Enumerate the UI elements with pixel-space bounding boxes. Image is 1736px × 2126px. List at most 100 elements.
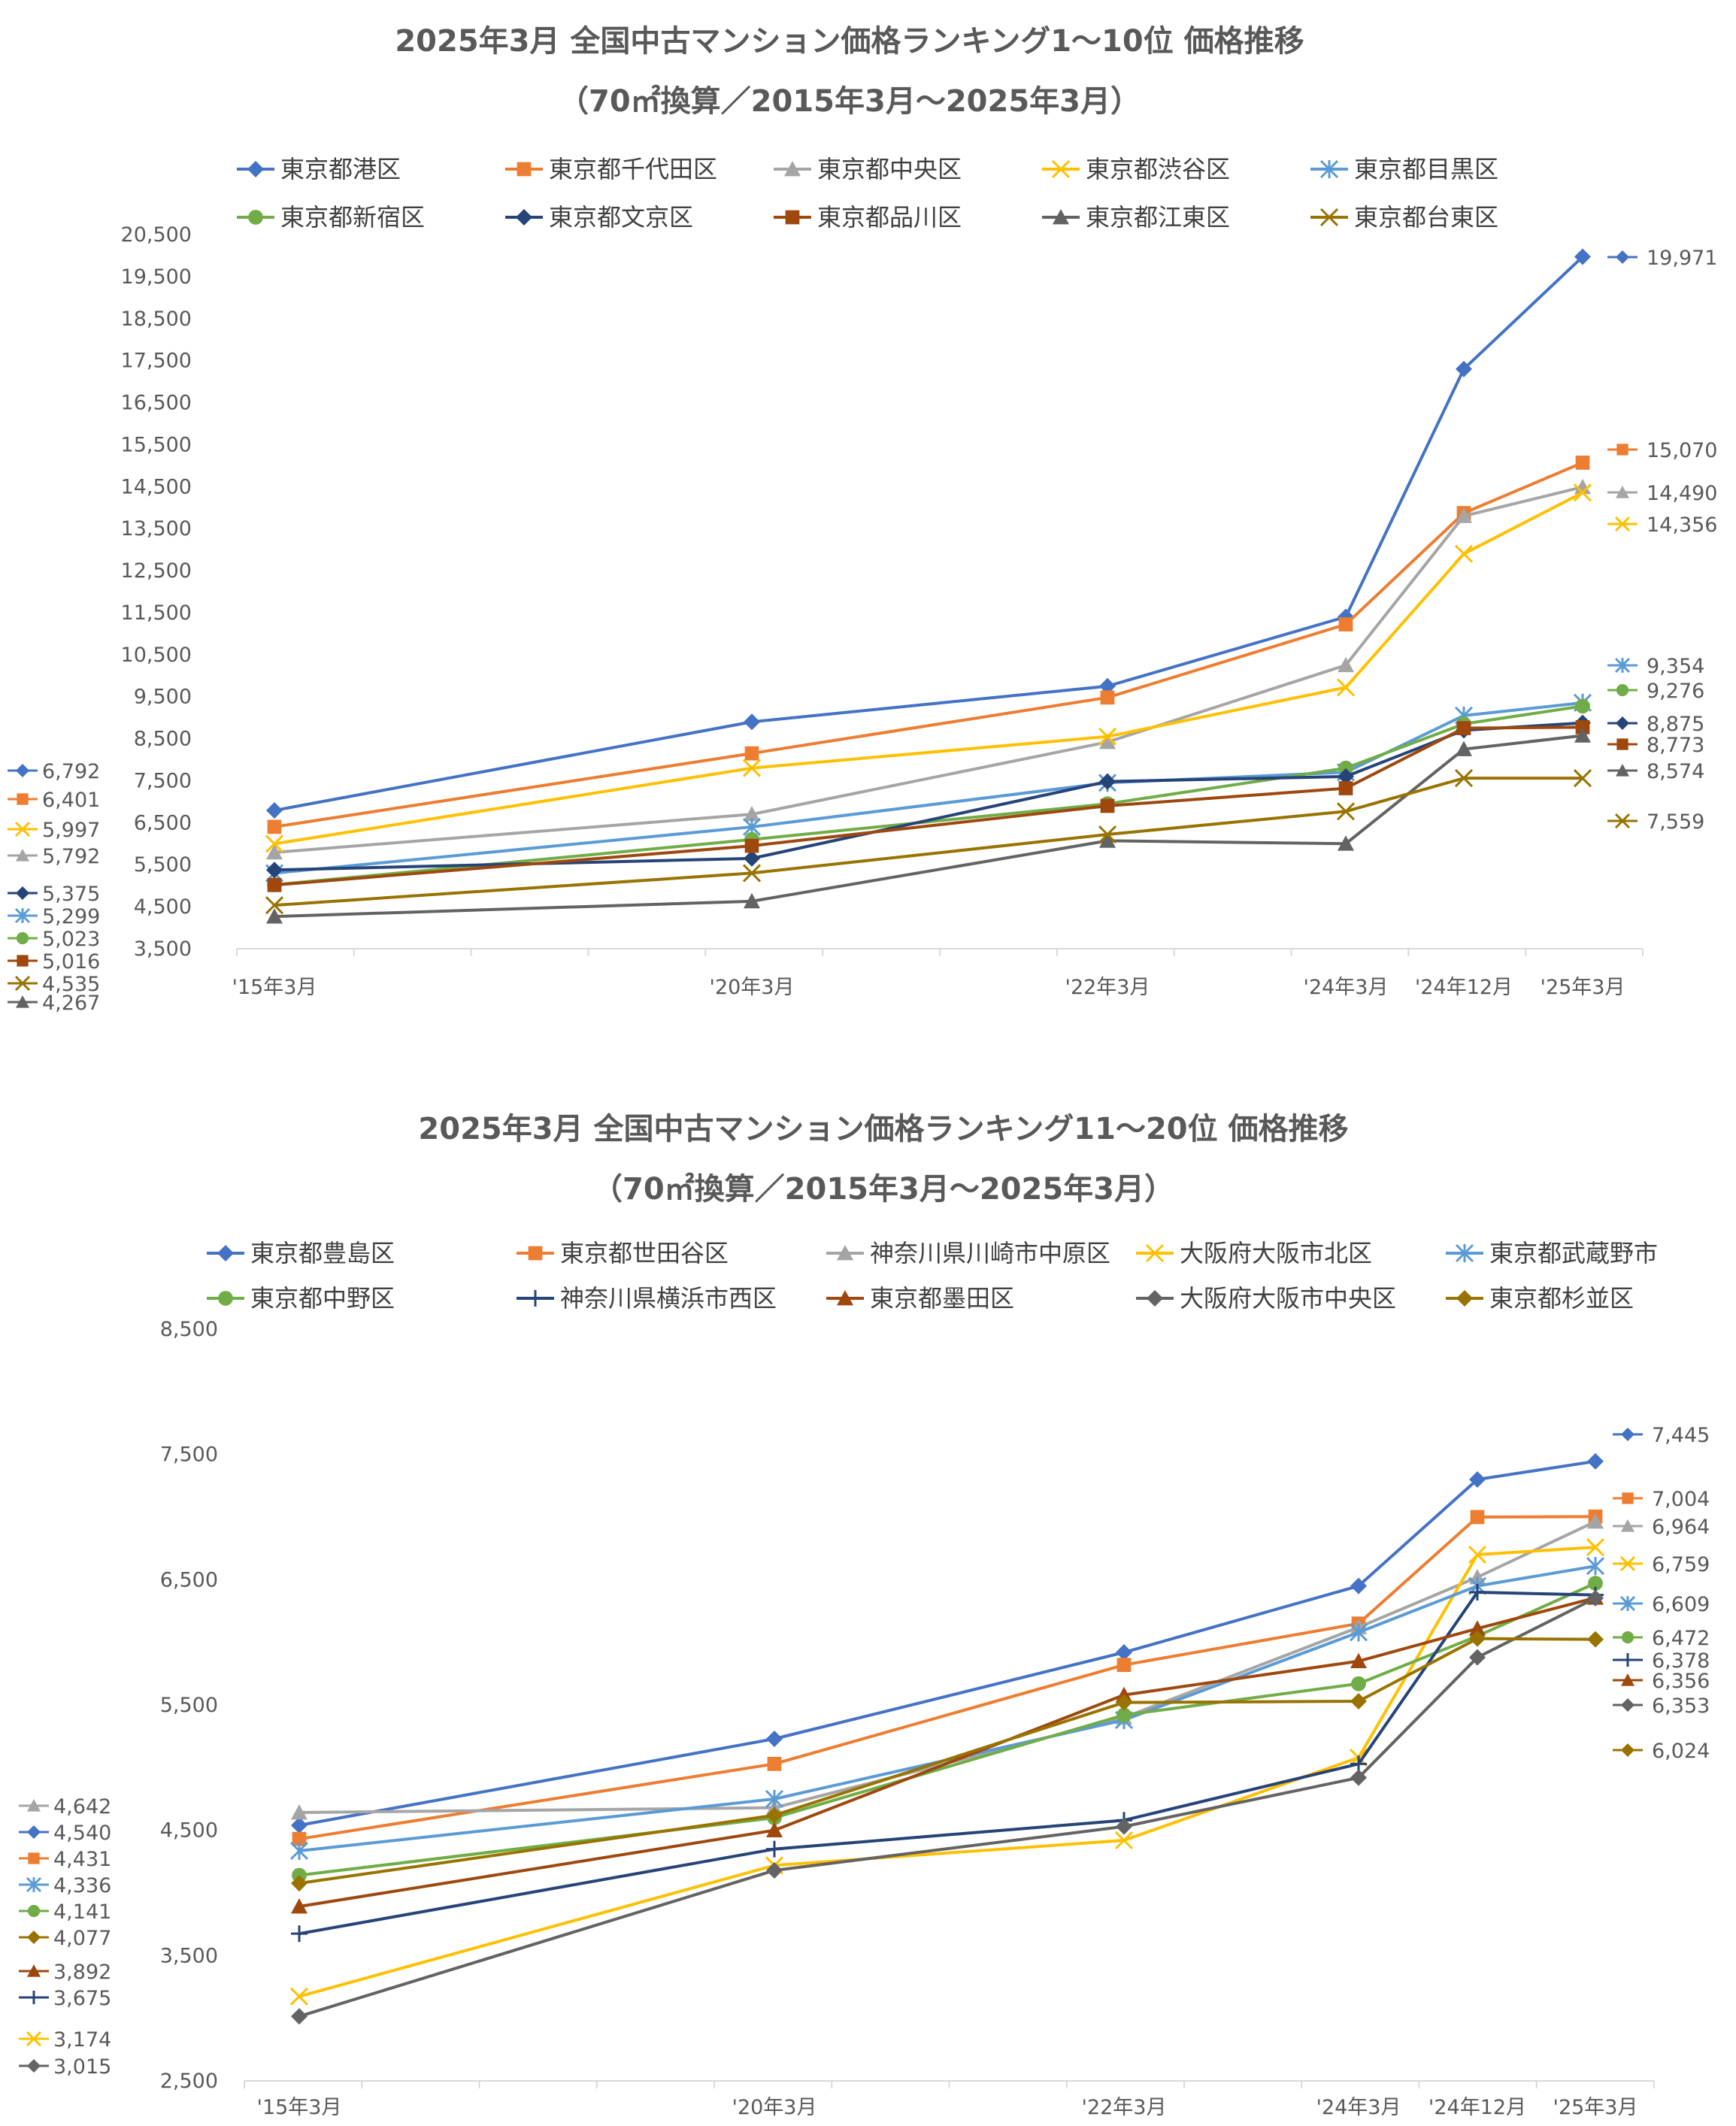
- legend-marker-icon: [217, 1245, 234, 1261]
- legend-label: 東京都江東区: [1086, 203, 1230, 232]
- end-value-label: 6,353: [1613, 1694, 1710, 1718]
- legend-label: 東京都港区: [280, 155, 401, 183]
- data-point: [1350, 1693, 1367, 1710]
- end-value-label: 14,490: [1607, 482, 1717, 505]
- legend-item-9[interactable]: 東京都江東区: [1042, 203, 1230, 232]
- end-value-label: 9,354: [1607, 655, 1704, 678]
- data-point: [1098, 825, 1117, 844]
- x-tick-label: '25年3月: [1553, 2096, 1638, 2119]
- legend-item-4[interactable]: 東京都渋谷区: [1042, 155, 1230, 183]
- end-label-marker: [1614, 657, 1631, 674]
- y-tick-label: 2,500: [160, 2070, 218, 2093]
- start-label-marker: [14, 821, 31, 837]
- end-value-label: 8,875: [1607, 713, 1704, 736]
- legend-label: 大阪府大阪市北区: [1180, 1239, 1372, 1267]
- svg-text:15,070: 15,070: [1647, 439, 1717, 462]
- legend-item-1[interactable]: 東京都港区: [237, 155, 401, 183]
- series-line: [298, 1546, 1596, 1998]
- start-value-label: 4,141: [19, 1900, 111, 1924]
- legend-item-5[interactable]: 東京都目黒区: [1310, 155, 1498, 183]
- legend-label: 東京都品川区: [817, 203, 962, 232]
- series-line: [274, 704, 1583, 886]
- x-tick-label: '15年3月: [232, 976, 317, 999]
- series-line: [274, 256, 1584, 813]
- end-label-marker: [1614, 516, 1631, 532]
- legend-item-4[interactable]: 大阪府大阪市北区: [1136, 1239, 1372, 1267]
- chart-top-ranking-1-10: 2025年3月 全国中古マンション価格ランキング1～10位 価格推移 （70㎡換…: [8, 24, 1717, 1015]
- legend-item-2[interactable]: 東京都世田谷区: [517, 1239, 729, 1267]
- legend-label: 東京都新宿区: [280, 203, 425, 232]
- y-tick-label: 8,500: [160, 1318, 218, 1341]
- svg-text:6,792: 6,792: [42, 760, 100, 783]
- legend-marker-icon: [1147, 1290, 1163, 1307]
- end-value-label: 19,971: [1607, 247, 1717, 270]
- data-point: [1351, 1676, 1366, 1691]
- series-1: [291, 1452, 1604, 1834]
- svg-text:4,077: 4,077: [53, 1927, 111, 1950]
- legend-item-8[interactable]: 東京都墨田区: [826, 1284, 1014, 1313]
- end-label-marker: [1621, 1698, 1635, 1712]
- end-value-label: 6,609: [1613, 1593, 1710, 1616]
- start-label-marker: [17, 793, 29, 805]
- data-point: [1586, 1557, 1605, 1576]
- data-point: [289, 1841, 309, 1861]
- legend-item-3[interactable]: 神奈川県川崎市中原区: [826, 1239, 1110, 1267]
- data-point: [1098, 727, 1117, 746]
- x-tick-label: '24年3月: [1316, 2096, 1401, 2119]
- data-point: [1456, 507, 1472, 523]
- legend-item-5[interactable]: 東京都武蔵野市: [1446, 1239, 1658, 1267]
- end-value-label: 9,276: [1607, 680, 1704, 703]
- end-value-label: 8,574: [1607, 760, 1704, 783]
- legend-item-10[interactable]: 東京都杉並区: [1446, 1284, 1634, 1313]
- y-tick-label: 9,500: [134, 686, 192, 709]
- chart-2-subtitle: （70㎡換算／2015年3月～2025年3月）: [592, 1172, 1174, 1207]
- svg-text:6,964: 6,964: [1652, 1516, 1710, 1539]
- data-point: [266, 843, 283, 860]
- legend-item-9[interactable]: 大阪府大阪市中央区: [1136, 1284, 1396, 1313]
- end-value-label: 15,070: [1607, 439, 1717, 462]
- start-label-marker: [16, 849, 29, 862]
- legend-item-10[interactable]: 東京都台東区: [1310, 203, 1498, 232]
- legend-item-3[interactable]: 東京都中央区: [774, 155, 962, 183]
- data-point: [1099, 677, 1116, 695]
- svg-text:7,559: 7,559: [1647, 810, 1704, 834]
- svg-text:3,015: 3,015: [53, 2055, 111, 2079]
- series-8: [267, 719, 1590, 892]
- legend-item-7[interactable]: 神奈川県横浜市西区: [517, 1284, 777, 1313]
- end-label-marker: [1616, 250, 1629, 264]
- series-line: [298, 1459, 1596, 1827]
- svg-text:3,675: 3,675: [53, 1987, 111, 2010]
- legend-item-8[interactable]: 東京都品川区: [774, 203, 962, 232]
- svg-text:5,023: 5,023: [42, 928, 100, 951]
- start-value-label: 4,642: [19, 1795, 111, 1819]
- series-line: [298, 1637, 1596, 1885]
- legend-marker-icon: [528, 1246, 543, 1261]
- series-line: [274, 725, 1583, 887]
- data-point: [1350, 1577, 1367, 1594]
- end-value-label: 6,378: [1613, 1649, 1710, 1673]
- legend-item-6[interactable]: 東京都新宿区: [237, 203, 425, 232]
- data-point: [291, 1817, 308, 1834]
- start-value-label: 4,336: [19, 1874, 111, 1897]
- legend-item-1[interactable]: 東京都豊島区: [207, 1239, 395, 1267]
- data-point: [1114, 1831, 1134, 1850]
- data-point: [766, 1731, 783, 1747]
- x-tick-label: '22年3月: [1065, 976, 1150, 999]
- end-label-marker: [1616, 716, 1629, 730]
- data-point: [1116, 1707, 1132, 1723]
- legend-label: 東京都豊島区: [250, 1239, 395, 1267]
- chart-2-series-lines: [289, 1452, 1605, 2025]
- data-point: [766, 1806, 783, 1824]
- end-value-label: 7,559: [1607, 810, 1704, 834]
- data-point: [1116, 1644, 1132, 1661]
- legend-item-2[interactable]: 東京都千代田区: [505, 155, 717, 183]
- x-tick-label: '22年3月: [1082, 2096, 1167, 2119]
- svg-text:4,336: 4,336: [53, 1874, 111, 1897]
- y-tick-label: 18,500: [121, 307, 192, 331]
- legend-label: 神奈川県横浜市西区: [560, 1284, 777, 1313]
- legend-item-7[interactable]: 東京都文京区: [505, 203, 693, 232]
- legend-item-6[interactable]: 東京都中野区: [207, 1284, 395, 1313]
- series-1: [266, 248, 1591, 819]
- data-point: [265, 834, 284, 853]
